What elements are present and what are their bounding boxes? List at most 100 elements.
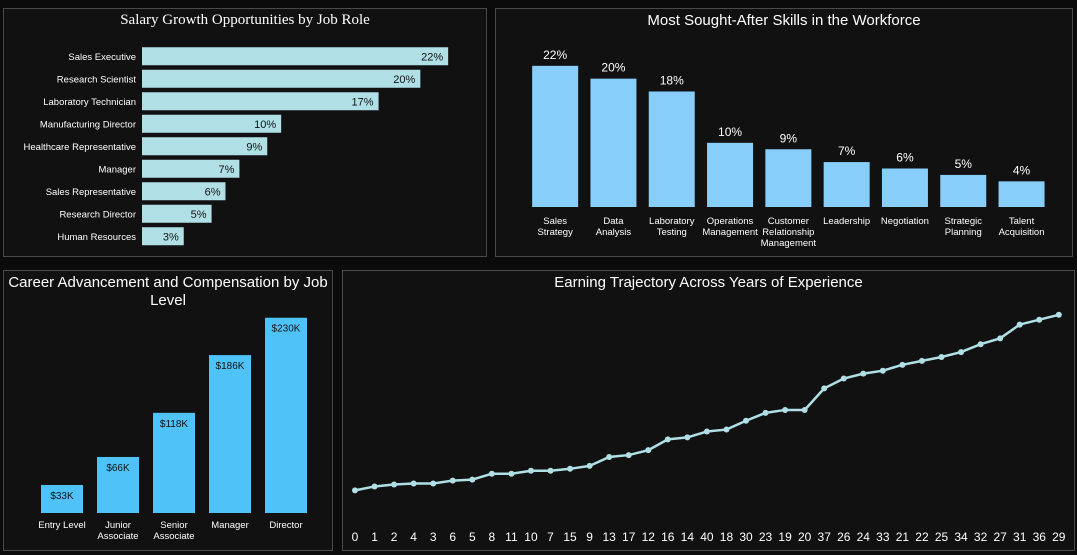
skill-category-label: Leadership xyxy=(823,216,870,227)
earning-x-tick-label: 9 xyxy=(586,530,593,544)
role-label: Sales Executive xyxy=(68,52,136,63)
skill-value-label: 10% xyxy=(718,125,742,139)
skill-category-label: Testing xyxy=(657,227,687,238)
skill-value-label: 22% xyxy=(543,48,567,62)
career-level-title: Career Advancement and Compensation by J… xyxy=(4,274,332,310)
skill-bar xyxy=(532,65,579,207)
skill-category-label: Negotiation xyxy=(881,216,929,227)
earning-point xyxy=(567,465,574,472)
role-value-label: 7% xyxy=(219,164,235,176)
earning-point xyxy=(606,454,613,461)
earning-x-tick-label: 20 xyxy=(798,530,812,544)
earning-trajectory-panel: Earning Trajectory Across Years of Exper… xyxy=(342,270,1075,551)
level-category-label: Junior xyxy=(105,520,131,531)
level-bar xyxy=(97,456,139,513)
skill-bar xyxy=(823,162,870,207)
earning-x-tick-label: 33 xyxy=(876,530,890,544)
earning-point xyxy=(410,480,417,487)
skill-category-label: Strategic xyxy=(945,216,983,227)
skill-value-label: 18% xyxy=(660,74,684,88)
role-label: Healthcare Representative xyxy=(24,142,136,153)
skill-category-label: Strategy xyxy=(537,227,573,238)
level-bar xyxy=(153,412,195,513)
level-category-label: Director xyxy=(269,520,302,531)
earning-x-tick-label: 1 xyxy=(371,530,378,544)
earning-point xyxy=(547,467,554,474)
earning-point xyxy=(391,481,398,488)
earning-point xyxy=(918,357,925,364)
earning-x-tick-label: 12 xyxy=(642,530,656,544)
earning-x-tick-label: 29 xyxy=(1052,530,1066,544)
earning-x-tick-label: 21 xyxy=(896,530,910,544)
skill-bar xyxy=(940,174,987,207)
role-bar xyxy=(142,47,449,66)
role-bar xyxy=(142,69,421,88)
level-value-label: $230K xyxy=(272,324,301,335)
salary-growth-panel: Salary Growth Opportunities by Job Role … xyxy=(3,8,487,257)
earning-point xyxy=(801,406,808,413)
earning-point xyxy=(488,470,495,477)
skill-value-label: 5% xyxy=(955,157,973,171)
earning-x-tick-label: 19 xyxy=(778,530,792,544)
role-bar xyxy=(142,137,268,156)
earning-x-tick-label: 11 xyxy=(505,530,518,544)
earning-x-tick-label: 10 xyxy=(524,530,538,544)
role-label: Laboratory Technician xyxy=(43,97,136,108)
earning-x-tick-label: 16 xyxy=(661,530,675,544)
level-bar xyxy=(209,355,251,513)
earning-point xyxy=(703,428,710,435)
earning-point xyxy=(449,477,456,484)
earning-point xyxy=(469,476,476,483)
skills-panel: Most Sought-After Skills in the Workforc… xyxy=(495,8,1073,257)
earning-x-tick-label: 8 xyxy=(489,530,496,544)
earning-x-tick-label: 15 xyxy=(563,530,577,544)
earning-x-tick-label: 13 xyxy=(602,530,616,544)
skill-value-label: 9% xyxy=(780,131,798,145)
skill-value-label: 6% xyxy=(896,151,914,165)
earning-point xyxy=(684,434,691,441)
level-bar xyxy=(41,484,83,513)
skill-category-label: Customer xyxy=(768,216,809,227)
earning-point xyxy=(371,483,378,490)
earning-point xyxy=(899,361,906,368)
earning-point xyxy=(527,467,534,474)
earning-x-tick-label: 14 xyxy=(681,530,695,544)
skill-category-label: Operations xyxy=(707,216,754,227)
skill-category-label: Laboratory xyxy=(649,216,695,227)
earning-x-tick-label: 22 xyxy=(915,530,929,544)
earning-point xyxy=(762,409,769,416)
earning-point xyxy=(958,349,965,356)
skill-bar xyxy=(707,142,754,207)
earning-x-tick-label: 36 xyxy=(1033,530,1047,544)
role-value-label: 10% xyxy=(254,119,276,131)
skill-category-label: Talent xyxy=(1009,216,1035,227)
skill-bar xyxy=(590,78,637,208)
earning-x-tick-label: 25 xyxy=(935,530,949,544)
earning-x-tick-label: 4 xyxy=(410,530,417,544)
level-value-label: $66K xyxy=(106,463,130,474)
level-value-label: $33K xyxy=(50,491,74,502)
earning-point xyxy=(1016,321,1023,328)
skill-category-label: Management xyxy=(702,227,758,238)
role-value-label: 3% xyxy=(163,231,179,243)
earning-point xyxy=(938,353,945,360)
earning-point xyxy=(508,470,515,477)
role-label: Research Scientist xyxy=(57,74,137,85)
role-bar xyxy=(142,114,282,133)
career-level-title-line-2: Level xyxy=(150,292,186,309)
role-label: Manager xyxy=(99,164,137,175)
role-value-label: 20% xyxy=(393,74,415,86)
role-value-label: 22% xyxy=(421,51,443,63)
earning-point xyxy=(625,452,632,459)
level-category-label: Manager xyxy=(211,520,249,531)
level-value-label: $186K xyxy=(216,361,245,372)
role-bar xyxy=(142,92,379,111)
level-category-label: Entry Level xyxy=(38,520,86,531)
earning-x-tick-label: 5 xyxy=(469,530,476,544)
earning-x-tick-label: 37 xyxy=(818,530,832,544)
earning-x-tick-label: 23 xyxy=(759,530,773,544)
earning-x-tick-label: 6 xyxy=(449,530,456,544)
skill-category-label: Sales xyxy=(543,216,567,227)
skills-title: Most Sought-After Skills in the Workforc… xyxy=(647,12,921,29)
earning-point xyxy=(821,385,828,392)
